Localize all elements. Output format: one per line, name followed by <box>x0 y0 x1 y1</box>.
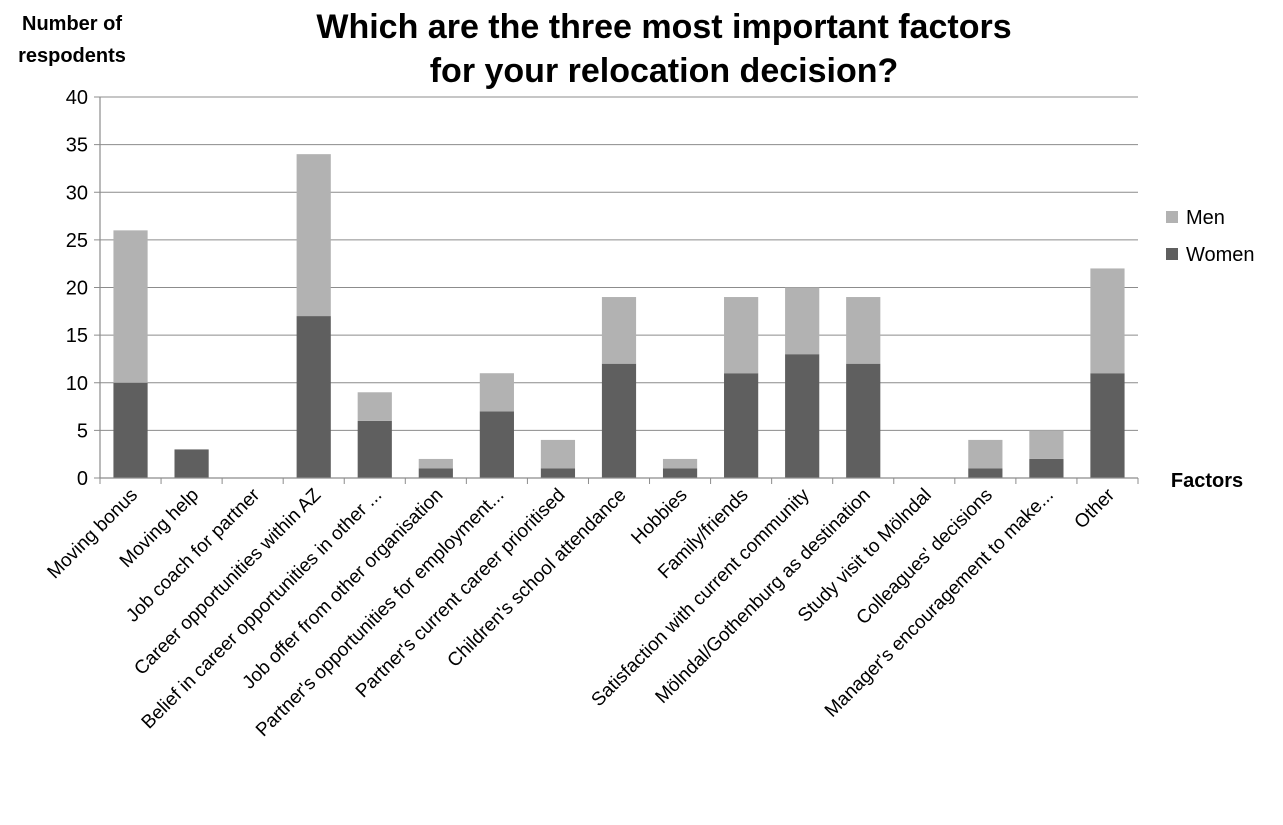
bar-men <box>724 297 759 374</box>
legend-swatch-women <box>1166 248 1178 260</box>
y-tick-label: 40 <box>66 87 88 109</box>
y-tick-label: 35 <box>66 135 88 157</box>
bar-men <box>601 297 637 364</box>
category-label: Other <box>1071 484 1120 533</box>
bar-men <box>113 230 148 383</box>
bar-women <box>479 411 514 478</box>
y-tick-label: 5 <box>77 420 88 442</box>
bar-women <box>418 468 453 478</box>
bar-women <box>540 468 576 478</box>
bar-women <box>296 316 331 478</box>
bar-men <box>1090 268 1125 374</box>
y-axis-label-line-2: respodents <box>18 45 126 67</box>
bar-women <box>113 382 148 478</box>
bar-men <box>479 373 514 412</box>
bar-women <box>1029 458 1064 478</box>
y-axis-label-line-1: Number of <box>22 13 122 35</box>
chart-title-line-2: for your relocation decision? <box>430 52 899 90</box>
bar-men <box>357 392 392 421</box>
chart-title-line-1: Which are the three most important facto… <box>316 8 1011 46</box>
bar-men <box>296 154 331 317</box>
y-tick-label: 20 <box>66 278 88 300</box>
bar-women <box>662 468 698 478</box>
bar-men <box>785 287 820 355</box>
y-tick-label: 10 <box>66 373 88 395</box>
y-tick-labels: 0 5 10 15 20 25 30 35 40 <box>66 87 88 490</box>
y-tick-label: 25 <box>66 230 88 252</box>
legend-label-women: Women <box>1186 244 1255 266</box>
category-label: Manager's encouragement to make... <box>821 485 1058 722</box>
y-tick-label: 0 <box>77 468 88 490</box>
bar-men <box>846 297 881 364</box>
legend: Men Women <box>1166 207 1255 266</box>
bar-women <box>968 468 1003 478</box>
bars <box>113 154 1125 478</box>
legend-swatch-men <box>1166 211 1178 223</box>
axes <box>99 97 1139 484</box>
bar-women <box>601 363 637 478</box>
bar-men <box>418 458 453 469</box>
bar-women <box>1090 373 1125 478</box>
bar-women <box>174 449 209 478</box>
bar-women <box>846 363 881 478</box>
bar-women <box>357 420 392 478</box>
bar-men <box>662 458 698 469</box>
bar-women <box>724 373 759 478</box>
x-axis-label: Factors <box>1171 470 1243 492</box>
y-tick-label: 15 <box>66 325 88 347</box>
legend-label-men: Men <box>1186 207 1225 229</box>
category-label: Mölndal/Gothenburg as destination <box>652 485 875 708</box>
y-tick-label: 30 <box>66 182 88 204</box>
bar-men <box>1029 430 1064 459</box>
bar-women <box>785 354 820 478</box>
bar-men <box>540 439 576 469</box>
bar-men <box>968 439 1003 469</box>
category-label: Satisfaction with current community <box>588 484 815 711</box>
